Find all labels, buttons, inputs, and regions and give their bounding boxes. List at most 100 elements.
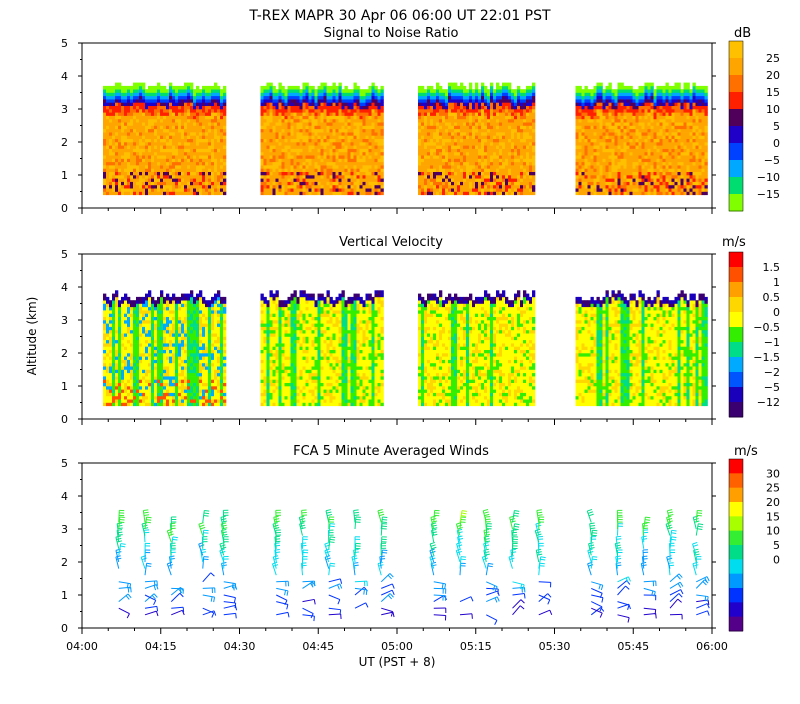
- snr-cell: [311, 178, 315, 182]
- snr-cell: [590, 181, 594, 186]
- snr-cell: [175, 155, 179, 159]
- snr-cell: [502, 122, 506, 126]
- snr-cell: [190, 145, 194, 149]
- snr-cell: [193, 145, 197, 149]
- snr-cell: [139, 178, 143, 182]
- snr-cell: [106, 148, 110, 153]
- snr-cell: [139, 122, 143, 126]
- snr-cell: [362, 125, 366, 130]
- snr-cell: [263, 171, 267, 176]
- snr-cell: [463, 171, 467, 176]
- snr-cell: [130, 92, 134, 97]
- snr-cell: [211, 165, 215, 169]
- snr-cell: [214, 112, 218, 116]
- snr-cell: [362, 148, 366, 153]
- snr-cell: [532, 85, 536, 90]
- snr-cell: [317, 188, 321, 192]
- snr-cell: [380, 171, 384, 176]
- snr-cell: [487, 95, 491, 100]
- snr-cell: [617, 118, 621, 123]
- snr-cell: [575, 99, 579, 103]
- figure-title: T-REX MAPR 30 Apr 06 06:00 UT 22:01 PST: [248, 8, 551, 24]
- snr-cell: [178, 168, 182, 172]
- snr-cell: [496, 95, 500, 100]
- snr-cell: [305, 115, 309, 120]
- snr-cell: [593, 112, 597, 116]
- snr-cell: [517, 148, 521, 153]
- snr-cell: [356, 184, 360, 189]
- snr-cell: [208, 142, 212, 146]
- snr-cell: [629, 125, 633, 130]
- snr-cell: [575, 112, 579, 116]
- snr-cell: [175, 99, 179, 103]
- snr-cell: [445, 95, 449, 100]
- snr-cell: [508, 128, 512, 133]
- snr-cell: [124, 138, 128, 143]
- snr-cell: [341, 184, 345, 189]
- snr-cell: [214, 138, 218, 143]
- snr-cell: [602, 161, 606, 166]
- snr-cell: [505, 151, 509, 156]
- snr-cell: [341, 178, 345, 182]
- snr-cell: [269, 102, 273, 106]
- snr-cell: [332, 184, 336, 189]
- snr-cell: [526, 132, 530, 136]
- snr-cell: [308, 188, 312, 192]
- snr-cell: [323, 148, 327, 153]
- snr-cell: [418, 148, 422, 153]
- snr-cell: [617, 151, 621, 156]
- snr-cell: [475, 135, 479, 139]
- snr-cell: [454, 191, 458, 196]
- snr-cell: [284, 158, 288, 163]
- snr-cell: [448, 95, 452, 100]
- snr-cell: [175, 158, 179, 163]
- snr-cell: [296, 181, 300, 186]
- snr-cell: [632, 188, 636, 192]
- snr-cell: [466, 135, 470, 139]
- snr-cell: [353, 99, 357, 103]
- snr-cell: [196, 142, 200, 146]
- snr-cell: [205, 105, 209, 110]
- snr-cell: [103, 155, 107, 159]
- snr-cell: [281, 184, 285, 189]
- snr-cell: [166, 181, 170, 186]
- snr-cell: [154, 132, 158, 136]
- snr-cell: [523, 165, 527, 169]
- snr-cell: [272, 135, 276, 139]
- snr-cell: [362, 184, 366, 189]
- snr-cell: [611, 188, 615, 192]
- snr-cell: [139, 161, 143, 166]
- snr-cell: [499, 155, 503, 159]
- snr-cell: [223, 115, 227, 120]
- snr-cell: [299, 125, 303, 130]
- snr-cell: [202, 102, 206, 106]
- snr-cell: [368, 168, 372, 172]
- snr-cell: [451, 165, 455, 169]
- snr-cell: [115, 171, 119, 176]
- snr-cell: [430, 105, 434, 110]
- snr-cell: [148, 118, 152, 123]
- snr-cell: [308, 155, 312, 159]
- snr-cell: [139, 145, 143, 149]
- snr-cell: [605, 178, 609, 182]
- snr-cell: [118, 138, 122, 143]
- snr-cell: [463, 151, 467, 156]
- snr-cell: [260, 99, 264, 103]
- snr-cell: [445, 132, 449, 136]
- snr-cell: [659, 178, 663, 182]
- snr-cell: [332, 168, 336, 172]
- snr-cell: [454, 184, 458, 189]
- snr-cell: [439, 92, 443, 97]
- snr-cell: [593, 158, 597, 163]
- snr-cell: [365, 99, 369, 103]
- snr-cell: [323, 191, 327, 196]
- snr-cell: [220, 171, 224, 176]
- snr-cell: [368, 95, 372, 100]
- snr-cell: [187, 112, 191, 116]
- snr-cell: [121, 155, 125, 159]
- snr-cell: [478, 118, 482, 123]
- snr-cell: [359, 109, 363, 113]
- snr-cell: [427, 102, 431, 106]
- snr-cell: [472, 184, 476, 189]
- snr-cell: [635, 148, 639, 153]
